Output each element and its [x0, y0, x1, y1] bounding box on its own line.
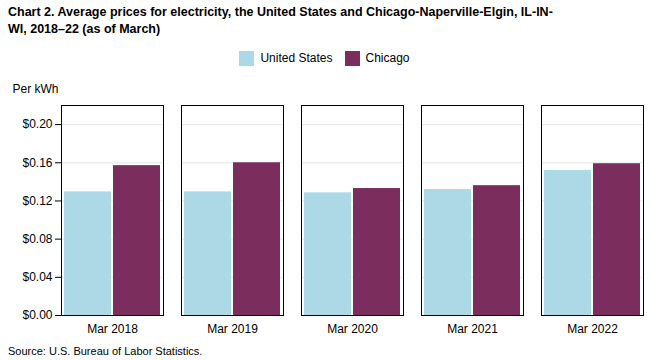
html-text:Source: U.S. Bureau of Labor S: Source: U.S. Bureau of Labor Statistics. [8, 344, 203, 357]
html-text:Chicago: Chicago [365, 51, 410, 66]
svg-text:$0.16: $0.16 [22, 155, 52, 169]
svg-text:Mar 2021: Mar 2021 [447, 322, 498, 336]
svg-text:Per kWh: Per kWh [13, 82, 59, 96]
svg-text:$0.12: $0.12 [22, 194, 52, 208]
svg-text:Mar 2020: Mar 2020 [327, 322, 378, 336]
svg-text:$0.00: $0.00 [22, 308, 52, 322]
html-text:Chart 2. Average prices for el: Chart 2. Average prices for electricity,… [8, 5, 553, 19]
svg-text:$0.04: $0.04 [22, 270, 52, 284]
svg-text:Mar 2022: Mar 2022 [567, 322, 618, 336]
html-text:WI, 2018–22 (as of March): WI, 2018–22 (as of March) [8, 21, 161, 36]
svg-text:$0.20: $0.20 [22, 117, 52, 131]
svg-text:Mar 2018: Mar 2018 [87, 322, 138, 336]
html-text:United States: United States [260, 51, 333, 66]
svg-text:Mar 2019: Mar 2019 [207, 322, 258, 336]
svg-text:$0.08: $0.08 [22, 232, 52, 246]
